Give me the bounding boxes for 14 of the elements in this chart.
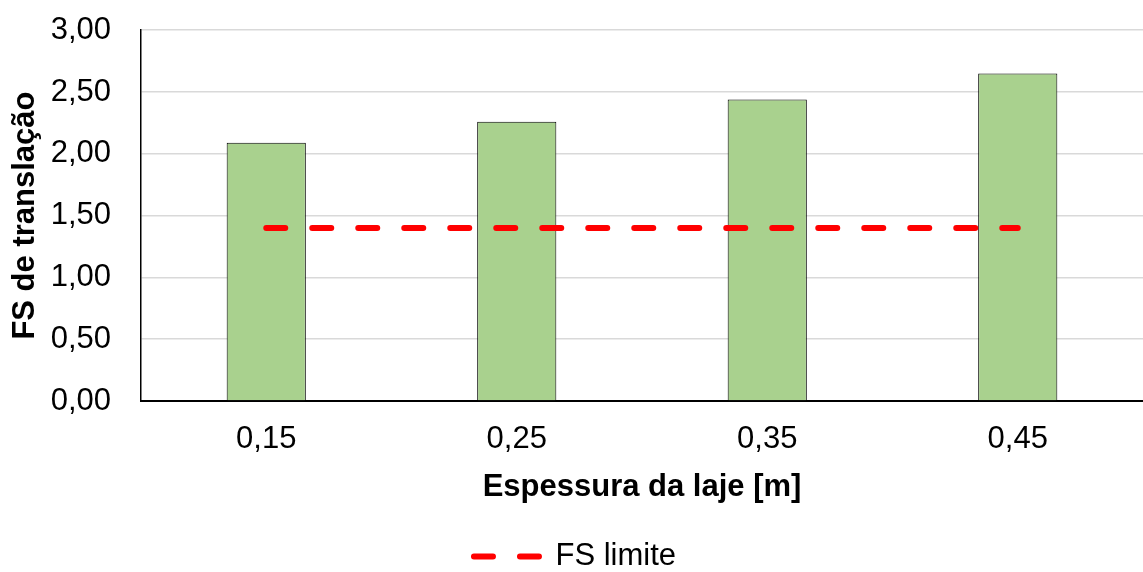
- y-tick-label: 3,00: [50, 10, 111, 46]
- legend-label: FS limite: [555, 537, 677, 572]
- x-tick-label: 0,45: [987, 420, 1048, 456]
- x-axis-title: Espessura da laje [m]: [482, 467, 802, 503]
- y-tick-label: 2,00: [50, 134, 111, 170]
- y-tick-label: 2,50: [50, 72, 111, 108]
- x-tick-label: 0,25: [486, 420, 547, 456]
- y-tick-label: 1,00: [50, 257, 111, 293]
- y-tick-label: 0,00: [50, 381, 111, 417]
- x-tick-label: 0,15: [236, 420, 297, 456]
- x-tick-label: 0,35: [737, 420, 798, 456]
- y-axis-title: FS de translação: [6, 91, 42, 340]
- y-tick-label: 0,50: [50, 319, 111, 355]
- y-tick-label: 1,50: [50, 196, 111, 232]
